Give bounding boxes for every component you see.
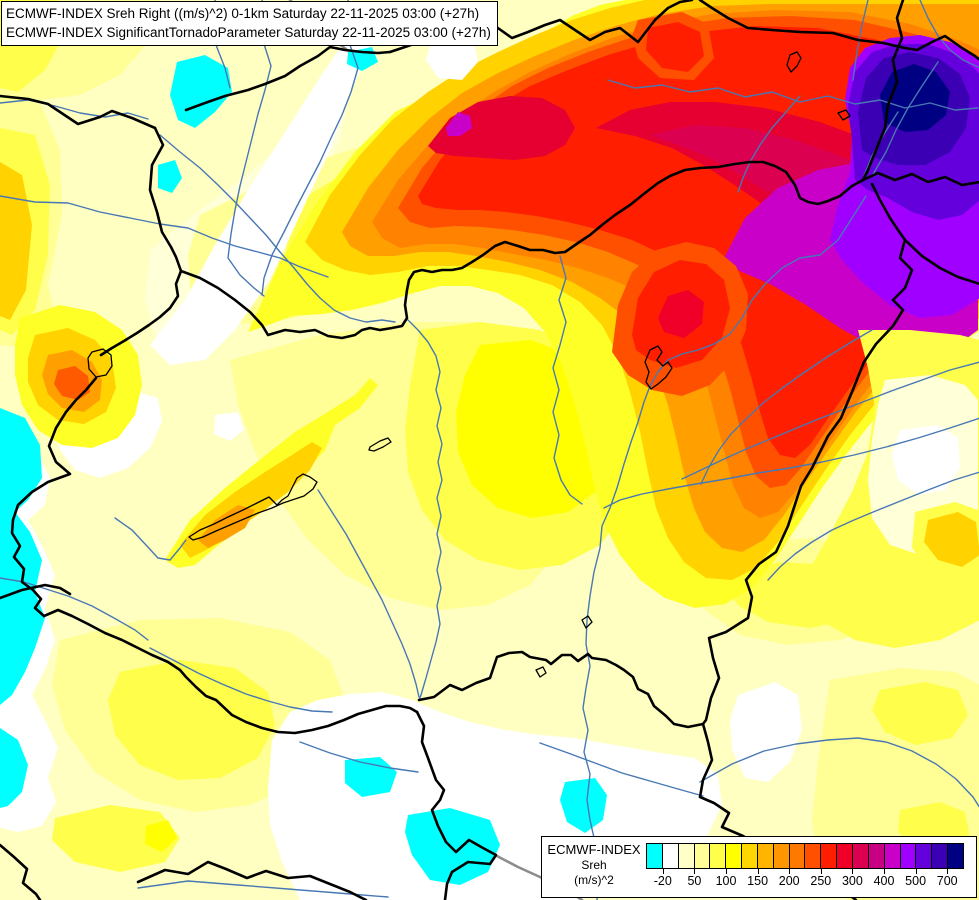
legend-tick-label: 400	[873, 874, 895, 888]
lake-balaton-outline	[188, 473, 318, 541]
legend-color-swatch	[805, 844, 822, 868]
danube-river	[407, 319, 443, 701]
tisza-river	[582, 195, 867, 900]
legend-color-swatch	[789, 844, 806, 868]
legend-color-swatch	[852, 844, 869, 868]
legend-tick-mark	[694, 869, 696, 874]
legend-color-swatch	[757, 844, 774, 868]
hungary-east-border	[701, 182, 914, 726]
legend-color-swatch	[694, 844, 711, 868]
legend-color-swatch	[742, 844, 758, 868]
legend-tick-label: 250	[810, 874, 832, 888]
legend-color-swatch	[884, 844, 901, 868]
legend-model-name: ECMWF-INDEX	[547, 842, 641, 857]
legend-tick-label: 50	[687, 874, 702, 888]
legend-color-swatch	[726, 844, 743, 868]
legend-color-swatch	[710, 844, 727, 868]
legend-color-swatch	[916, 844, 933, 868]
legend-tick-label: 500	[905, 874, 927, 888]
legend-tick-mark	[947, 869, 949, 874]
legend-tick-mark	[789, 869, 791, 874]
legend-colorbar-wrap: -20 50 100 150 200 250 300 400 500 700	[646, 843, 964, 888]
legend-tick-label: 100	[715, 874, 737, 888]
legend-tick-mark	[726, 869, 727, 874]
legend-tick-mark	[915, 869, 917, 874]
legend-colorbar	[646, 843, 964, 869]
legend-color-swatch	[821, 844, 838, 868]
legend-color-swatch	[948, 844, 963, 868]
lake-tisza-outline	[644, 345, 673, 390]
legend-color-swatch	[647, 844, 663, 868]
legend-tick-mark	[757, 869, 759, 874]
legend-color-swatch	[662, 844, 679, 868]
map-title-box: ECMWF-INDEX Sreh Right ((m/s)^2) 0-1km S…	[1, 1, 498, 46]
lake-ferto-outline	[87, 348, 113, 378]
legend-tick-mark	[662, 869, 664, 874]
legend-parameter-name: Sreh	[581, 858, 607, 872]
legend-tick-mark	[884, 869, 885, 874]
hungary-north-border	[179, 160, 865, 340]
legend-tick-label: 200	[778, 874, 800, 888]
legend-color-swatch	[678, 844, 695, 868]
legend-label-block: ECMWF-INDEX Sreh (m/s)^2	[542, 837, 646, 888]
legend-tick-mark	[820, 869, 822, 874]
legend-tick-label: 300	[841, 874, 863, 888]
lake-velence-outline	[368, 437, 392, 452]
legend-color-swatch	[773, 844, 790, 868]
legend-unit: (m/s)^2	[574, 873, 614, 887]
lakes-layer	[87, 51, 851, 678]
legend-tick-label: -20	[653, 874, 672, 888]
legend-tick-label: 700	[936, 874, 958, 888]
map-title-line2: ECMWF-INDEX SignificantTornadoParameter …	[6, 25, 491, 40]
hungary-south-border	[417, 650, 705, 729]
legend-tick-mark	[852, 869, 854, 874]
color-scale-legend: ECMWF-INDEX Sreh (m/s)^2 -20 50 100 150 200 2…	[541, 836, 977, 898]
legend-tick-label: 150	[747, 874, 769, 888]
legend-color-swatch	[868, 844, 885, 868]
map-title-line1: ECMWF-INDEX Sreh Right ((m/s)^2) 0-1km S…	[6, 6, 480, 21]
legend-color-swatch	[837, 844, 853, 868]
legend-color-swatch	[900, 844, 917, 868]
legend-color-swatch	[932, 844, 949, 868]
